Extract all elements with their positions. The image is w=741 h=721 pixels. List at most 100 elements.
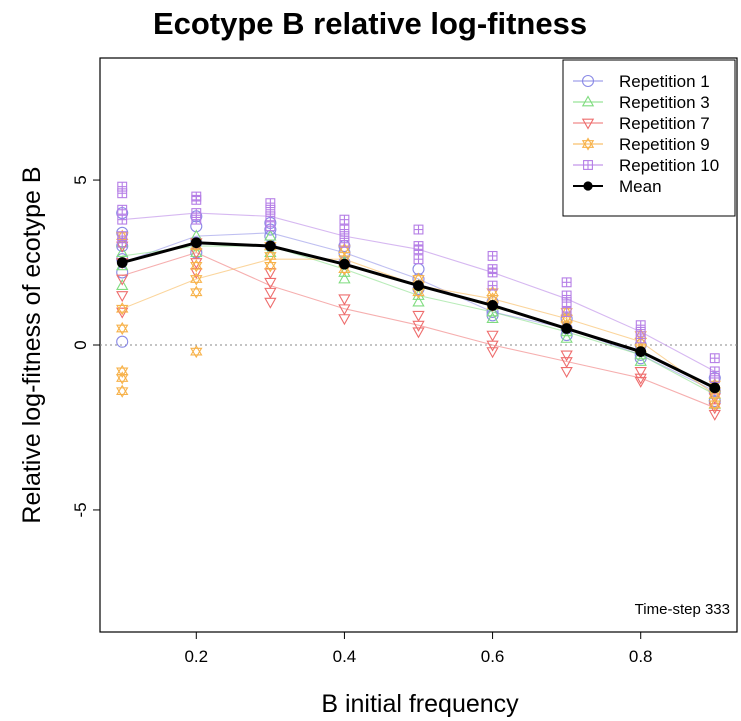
point-repetition-7 <box>264 287 277 299</box>
x-tick-label: 0.4 <box>333 647 357 666</box>
axes-layer: 0.2 0.4 0.6 0.8 -5 0 5 <box>71 175 653 666</box>
point-repetition-3 <box>190 246 203 258</box>
point-repetition-9 <box>116 364 129 378</box>
x-tick-label: 0.8 <box>629 647 653 666</box>
y-tick-label: -5 <box>71 502 90 517</box>
series-line-repetition-7 <box>122 252 715 409</box>
x-tick-label: 0.2 <box>184 647 208 666</box>
point-repetition-10 <box>709 373 720 383</box>
point-repetition-10 <box>561 307 572 317</box>
point-repetition-7 <box>264 268 277 280</box>
point-repetition-3 <box>634 354 647 366</box>
point-repetition-9 <box>116 321 129 336</box>
series-line-mean <box>121 241 716 390</box>
point-repetition-7 <box>338 294 351 306</box>
point-repetition-3 <box>338 265 351 277</box>
point-repetition-3 <box>412 295 425 307</box>
point-repetition-7 <box>708 403 721 415</box>
point-repetition-10 <box>117 214 128 225</box>
point-repetition-7 <box>708 393 721 405</box>
legend-entry-repetition-9: Repetition 9 <box>573 135 710 154</box>
point-repetition-10 <box>487 267 498 278</box>
point-repetition-10 <box>117 237 128 248</box>
point-repetition-10 <box>117 188 128 199</box>
time-step-annotation: Time-step 333 <box>635 601 730 618</box>
legend-marker-repetition-9 <box>581 137 595 151</box>
point-repetition-10 <box>191 214 202 225</box>
legend: Repetition 1 Repetition 3 Repetition 7 Repe… <box>562 59 736 217</box>
mean-point <box>709 382 721 394</box>
legend-label-repetition-7: Repetition 7 <box>619 114 710 133</box>
point-repetition-3 <box>486 311 499 324</box>
point-repetition-7 <box>560 350 573 362</box>
point-repetition-10 <box>561 297 572 308</box>
point-repetition-3 <box>116 278 129 291</box>
legend-box <box>562 59 736 217</box>
point-repetition-9 <box>116 384 129 398</box>
point-repetition-7 <box>486 330 499 342</box>
legend-entry-repetition-7: Repetition 7 <box>573 114 710 133</box>
point-repetition-10 <box>561 277 572 288</box>
point-repetition-7 <box>486 340 499 352</box>
point-repetition-7 <box>708 409 721 421</box>
point-repetition-10 <box>191 194 202 205</box>
point-repetition-9 <box>190 345 203 359</box>
point-repetition-3 <box>264 246 277 258</box>
point-repetition-7 <box>634 376 647 388</box>
mean-point <box>635 346 647 357</box>
mean-point <box>487 300 498 311</box>
point-repetition-7 <box>560 366 573 379</box>
point-repetition-10 <box>265 211 276 222</box>
point-repetition-7 <box>634 366 647 379</box>
point-repetition-10 <box>339 237 350 248</box>
x-axis-label: B initial frequency <box>321 690 519 718</box>
mean-layer <box>116 237 721 394</box>
legend-marker-repetition-10 <box>583 160 593 170</box>
mean-point <box>116 257 128 268</box>
point-repetition-3 <box>338 272 351 284</box>
point-repetition-9 <box>116 371 129 385</box>
point-repetition-10 <box>709 353 720 364</box>
point-repetition-10 <box>265 221 276 232</box>
legend-label-repetition-1: Repetition 1 <box>619 72 710 91</box>
point-repetition-10 <box>413 254 424 265</box>
point-repetition-7 <box>264 277 277 289</box>
point-repetition-7 <box>412 327 425 339</box>
legend-label-repetition-3: Repetition 3 <box>619 93 710 112</box>
point-repetition-10 <box>339 214 350 225</box>
y-tick-label: 0 <box>71 340 90 349</box>
point-repetition-7 <box>338 314 351 326</box>
mean-point <box>339 258 350 270</box>
mean-point <box>190 237 202 249</box>
legend-marker-repetition-3 <box>581 95 595 107</box>
point-repetition-7 <box>116 307 129 319</box>
point-repetition-7 <box>486 347 499 359</box>
point-repetition-7 <box>264 297 277 309</box>
points-layer <box>116 181 721 421</box>
mean-point <box>561 323 573 334</box>
legend-entry-repetition-1: Repetition 1 <box>573 72 710 91</box>
legend-marker-mean <box>583 181 593 191</box>
mean-point <box>413 280 424 291</box>
point-repetition-3 <box>116 246 129 258</box>
point-repetition-10 <box>413 244 424 255</box>
y-tick-label: 5 <box>71 175 90 184</box>
point-repetition-10 <box>635 333 646 344</box>
legend-marker-repetition-7 <box>581 118 595 130</box>
point-repetition-7 <box>190 248 203 260</box>
point-repetition-7 <box>190 258 203 270</box>
point-repetition-10 <box>487 250 498 261</box>
legend-entry-repetition-3: Repetition 3 <box>573 93 710 112</box>
point-repetition-9 <box>190 259 203 273</box>
mean-point <box>264 240 276 252</box>
point-repetition-7 <box>634 373 647 385</box>
point-repetition-7 <box>412 320 425 332</box>
x-tick-label: 0.6 <box>481 647 505 666</box>
point-repetition-9 <box>190 285 203 299</box>
legend-entry-repetition-10: Repetition 10 <box>573 156 719 175</box>
point-repetition-7 <box>190 268 203 280</box>
point-repetition-10 <box>487 280 498 291</box>
point-repetition-3 <box>412 288 425 300</box>
legend-label-repetition-10: Repetition 10 <box>619 156 719 175</box>
